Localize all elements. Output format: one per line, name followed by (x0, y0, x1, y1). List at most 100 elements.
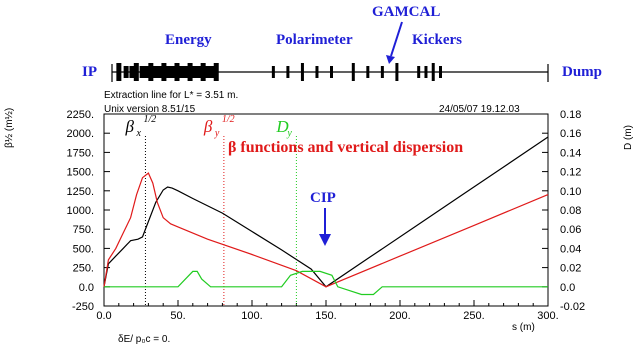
x-tick-label: 250. (463, 310, 484, 322)
beamline-elements (111, 63, 549, 82)
y-left-tick-label: 1000. (66, 205, 94, 217)
y-left-tick-label: 0.0 (79, 282, 94, 294)
beamline-element (143, 66, 149, 78)
series-label-symbol: β (124, 117, 134, 136)
y-left-tick-label: 250. (73, 263, 94, 275)
y-right-tick-label: 0.08 (560, 205, 581, 217)
beamline-element (439, 66, 442, 78)
y-right-tick-label: 0.04 (560, 243, 581, 255)
beamline-element (366, 66, 370, 78)
y-left-tick-label: 1500. (66, 167, 94, 179)
cip-label: CIP (310, 190, 336, 206)
series-line-beta-y (103, 172, 549, 288)
series-label-y: Dy (275, 117, 292, 139)
x-tick-label: 50. (170, 310, 185, 322)
footer-text: δE/ p₀c = 0. (118, 334, 170, 345)
y-axis-label-left: β½ (m½) (4, 108, 15, 148)
beamline-end-label: Dump (562, 64, 602, 80)
section-label-gamcal: GAMCAL (372, 4, 440, 20)
y-axis-label-right: D (m) (623, 125, 634, 150)
series-label-x: β x1/2 (124, 114, 156, 139)
y-right-tick-label: 0.06 (560, 224, 581, 236)
x-axis: 0.0 50. 100. 150. 200. 250. 300. (96, 300, 559, 322)
series-lines (103, 136, 549, 296)
beamline-element (431, 63, 435, 81)
header-text: Extraction line for L* = 3.51 m. (104, 90, 238, 101)
beamline-element (395, 63, 399, 81)
beamline-element (330, 66, 333, 78)
beamline-element (183, 66, 189, 78)
y-right-tick-label: 0.16 (560, 128, 581, 140)
beamline-element (161, 63, 167, 81)
y-axis-right: -0.02 0.0 0.02 0.04 0.06 0.08 0.10 0.12 0.14 0.16… (542, 109, 585, 313)
series-label-sub: x (135, 128, 141, 139)
y-right-tick-label: 0.14 (560, 147, 581, 159)
gamcal-arrowhead (386, 55, 395, 64)
beamline-element (157, 66, 163, 78)
section-label-energy: Energy (165, 32, 212, 48)
series-label-sub: y (286, 128, 292, 139)
y-left-tick-label: 2250. (66, 109, 94, 121)
beamline-element (380, 66, 384, 78)
section-label-polarimeter: Polarimeter (276, 32, 353, 48)
beamline-element (174, 63, 180, 81)
plot-area: 0.0 50. 100. 150. 200. 250. 300. -2500.0250.50… (66, 109, 585, 322)
beamline-element (351, 63, 355, 81)
gamcal-arrow (390, 21, 403, 57)
beamline-element (271, 66, 275, 78)
beamline-element (139, 66, 145, 78)
series-labels: β x1/2 β y1/2 Dy (124, 114, 292, 139)
section-label-kickers: Kickers (412, 32, 462, 48)
beamline-element (116, 63, 122, 81)
x-tick-label: 150. (315, 310, 336, 322)
series-label-symbol: β (203, 117, 213, 136)
beamline-element (187, 63, 193, 81)
series-label-y: β y1/2 (203, 114, 235, 139)
x-tick-label: 100. (241, 310, 262, 322)
y-left-tick-label: -250 (72, 301, 94, 313)
beamline-element (205, 66, 211, 78)
beamline-element (300, 63, 304, 81)
series-line-beta-x (103, 136, 549, 288)
cip-annotation: CIP (310, 190, 336, 246)
y-left-tick-label: 750. (73, 224, 94, 236)
x-tick-label: 200. (389, 310, 410, 322)
y-left-tick-label: 500. (73, 243, 94, 255)
chart-title: β functions and vertical dispersion (228, 139, 463, 156)
beamline-element (191, 66, 197, 78)
series-label-sup: 1/2 (222, 114, 235, 125)
series-line-dispersion-y (104, 270, 548, 296)
y-axis-left: -250 0.0 250. 500. 750. 1000. 1250. 1500. 1750. 2… (66, 109, 110, 313)
y-left-tick-label: 1750. (66, 147, 94, 159)
y-right-tick-label: 0.02 (560, 263, 581, 275)
y-left-tick-label: 2000. (66, 128, 94, 140)
series-label-symbol: D (275, 117, 289, 136)
series-label-sup: 1/2 (143, 114, 156, 125)
series-label-sub: y (214, 128, 220, 139)
version-text: Unix version 8.51/15 (104, 104, 196, 115)
beamline-element (165, 66, 171, 78)
beamline-element (196, 66, 202, 78)
beamline-element (148, 63, 154, 81)
y-right-tick-label: 0.10 (560, 186, 581, 198)
y-right-tick-label: 0.18 (560, 109, 581, 121)
beamline-element (286, 66, 290, 78)
series-label-markers (144, 136, 297, 306)
beamline-element (133, 63, 139, 81)
beamline-element (417, 66, 421, 78)
beamline-element (200, 63, 206, 81)
beamline-element (152, 66, 158, 78)
y-right-tick-label: 0.12 (560, 167, 581, 179)
beamline-start-label: IP (82, 64, 97, 80)
x-axis-label: s (m) (512, 322, 535, 333)
y-left-tick-label: 1250. (66, 186, 94, 198)
beamline-schematic: IP Dump Energy Polarimeter GAMCAL Kicker… (82, 4, 602, 101)
x-tick-label: 300. (537, 310, 558, 322)
x-tick-label: 0.0 (96, 310, 111, 322)
beamline-element (209, 66, 215, 78)
y-right-tick-label: 0.0 (560, 282, 575, 294)
beamline-element (178, 66, 184, 78)
beamline-element (129, 66, 135, 78)
date-text: 24/05/07 19.12.03 (439, 104, 520, 115)
